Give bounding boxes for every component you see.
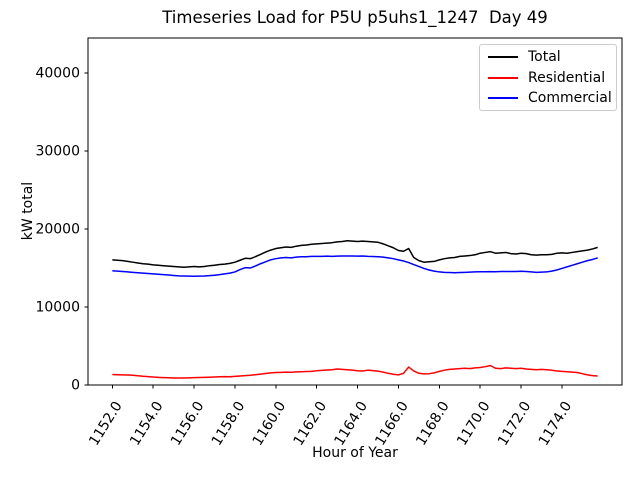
residential-line-swatch bbox=[488, 76, 518, 79]
y-tick-label: 30000 bbox=[35, 144, 80, 160]
x-tick-label: 1168.0 bbox=[413, 399, 453, 449]
x-tick-label: 1162.0 bbox=[291, 399, 331, 449]
legend-item-total: Total bbox=[488, 50, 610, 64]
legend: Total Residential Commercial bbox=[479, 44, 617, 111]
legend-label-commercial: Commercial bbox=[528, 90, 612, 106]
y-axis-label: kW total bbox=[20, 181, 36, 241]
chart-title: Timeseries Load for P5U p5uhs1_1247 Day … bbox=[162, 8, 548, 27]
x-tick-label: 1160.0 bbox=[250, 399, 290, 449]
commercial-line-swatch bbox=[488, 97, 518, 99]
y-tick-label: 0 bbox=[71, 378, 80, 394]
x-tick-label: 1152.0 bbox=[86, 399, 126, 449]
x-tick-label: 1174.0 bbox=[536, 399, 576, 449]
x-tick-label: 1154.0 bbox=[127, 399, 167, 449]
legend-item-commercial: Commercial bbox=[488, 90, 612, 106]
legend-item-residential: Residential bbox=[488, 71, 610, 85]
x-tick-label: 1156.0 bbox=[168, 399, 208, 449]
x-tick-label: 1158.0 bbox=[209, 399, 249, 449]
series-line-commercial bbox=[112, 255, 598, 277]
legend-label-residential: Residential bbox=[528, 69, 606, 86]
y-tick-label: 20000 bbox=[35, 222, 80, 238]
total-line-swatch bbox=[488, 56, 518, 58]
x-axis-label: Hour of Year bbox=[312, 445, 398, 461]
series-line-residential bbox=[112, 364, 598, 379]
x-tick-label: 1172.0 bbox=[495, 399, 535, 449]
y-tick-label: 40000 bbox=[35, 66, 80, 82]
x-tick-label: 1170.0 bbox=[454, 399, 494, 449]
legend-label-total: Total bbox=[528, 49, 561, 65]
series-line-total bbox=[112, 239, 598, 268]
y-tick-label: 10000 bbox=[35, 300, 80, 316]
x-tick-label: 1164.0 bbox=[331, 399, 371, 449]
x-tick-label: 1166.0 bbox=[372, 399, 412, 449]
axes-frame bbox=[87, 37, 623, 386]
